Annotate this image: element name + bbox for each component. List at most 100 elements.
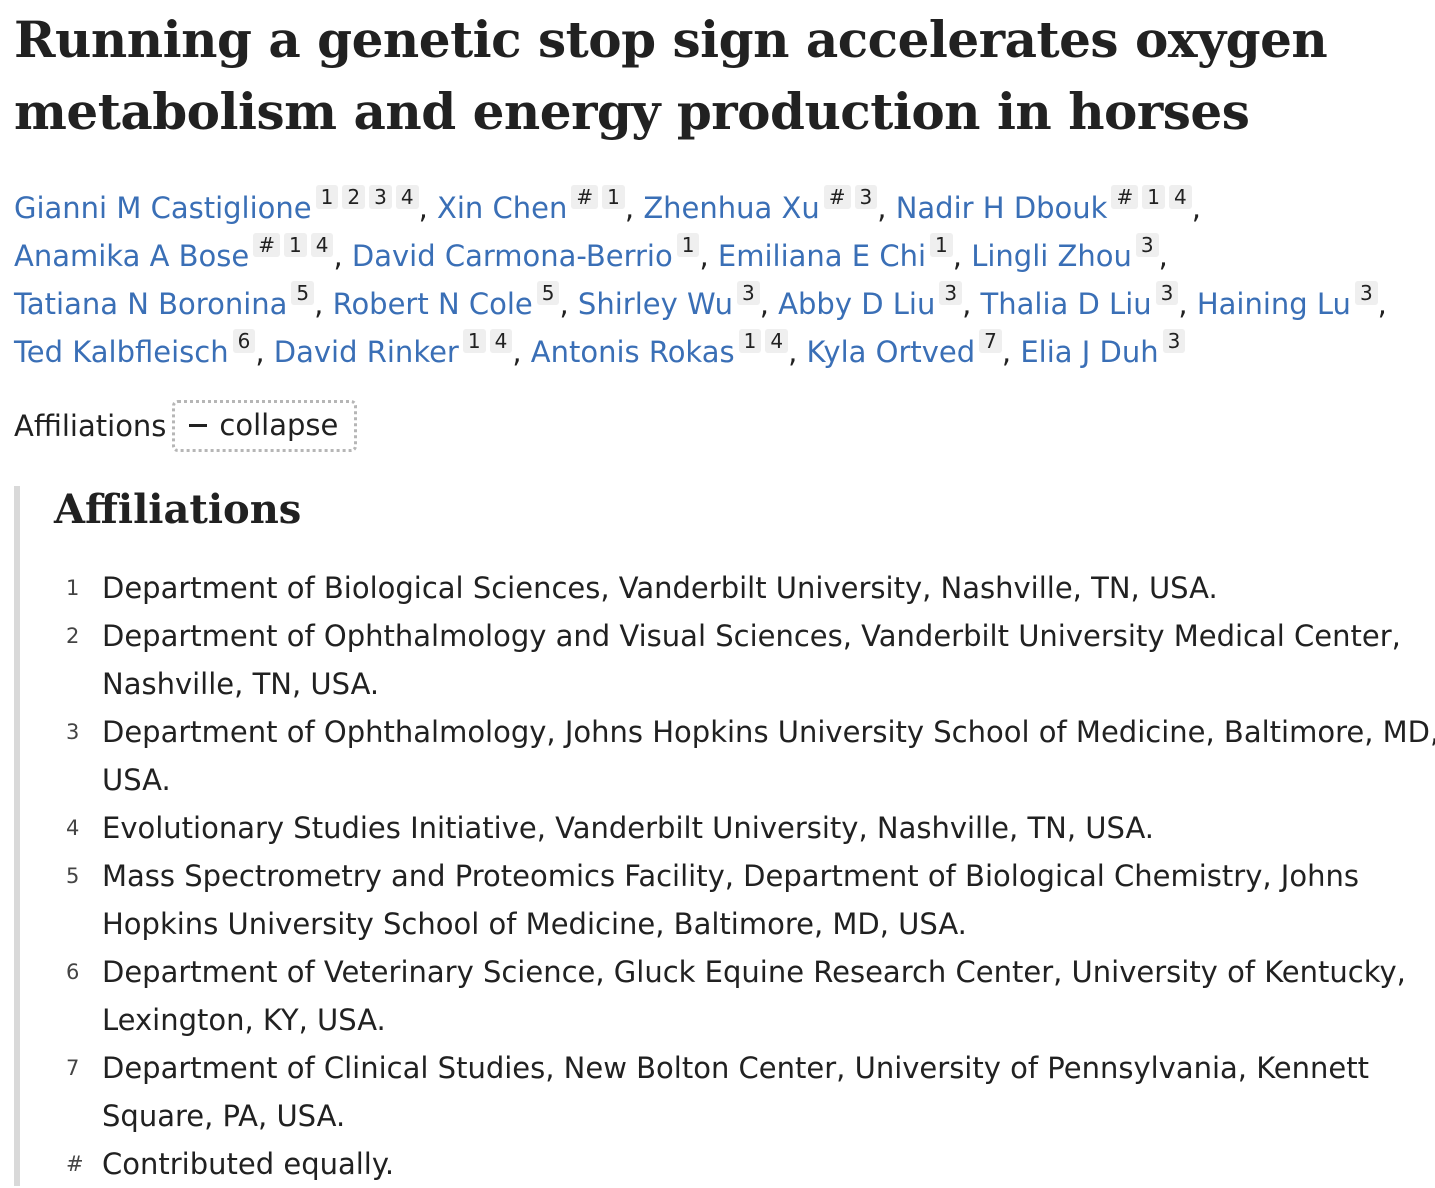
author-separator: , bbox=[1158, 239, 1168, 273]
author-separator: , bbox=[952, 239, 962, 273]
author-name-link[interactable]: Haining Lu bbox=[1196, 287, 1351, 321]
affiliation-ref[interactable]: 4 bbox=[1168, 185, 1192, 210]
author-name-link[interactable]: Nadir H Dbouk bbox=[895, 191, 1108, 225]
affiliation-item: # Contributed equally. bbox=[54, 1140, 1435, 1188]
author-name-link[interactable]: Xin Chen bbox=[437, 191, 568, 225]
affiliation-ref[interactable]: 5 bbox=[291, 281, 315, 306]
author-name-link[interactable]: Thalia D Liu bbox=[980, 287, 1152, 321]
equal-contribution-marker[interactable]: # bbox=[253, 233, 280, 258]
affiliations-heading: Affiliations bbox=[54, 486, 302, 533]
author-entry: Haining Lu 3, bbox=[1196, 281, 1387, 321]
affiliation-ref[interactable]: 1 bbox=[462, 329, 486, 354]
affiliation-ref[interactable]: 1 bbox=[676, 233, 700, 258]
author-name-link[interactable]: Emiliana E Chi bbox=[717, 239, 927, 273]
author-name-link[interactable]: Abby D Liu bbox=[778, 287, 936, 321]
collapse-button-label: collapse bbox=[219, 408, 339, 442]
author-name-link[interactable]: Shirley Wu bbox=[577, 287, 733, 321]
affiliation-ref[interactable]: 1 bbox=[315, 185, 339, 210]
author-name-link[interactable]: Antonis Rokas bbox=[530, 335, 735, 369]
author-entry: David Rinker 1 4, bbox=[273, 329, 522, 369]
affiliation-ref[interactable]: 3 bbox=[1354, 281, 1378, 306]
author-name-link[interactable]: Gianni M Castiglione bbox=[14, 191, 312, 225]
affiliation-ref[interactable]: 1 bbox=[283, 233, 307, 258]
affiliation-ref[interactable]: 6 bbox=[232, 329, 256, 354]
affiliation-ref[interactable]: 3 bbox=[737, 281, 760, 306]
author-name-link[interactable]: Ted Kalbfleisch bbox=[14, 335, 229, 369]
author-entry: Kyla Ortved 7, bbox=[806, 329, 1011, 369]
author-entry: Robert N Cole 5, bbox=[332, 281, 569, 321]
author-separator: , bbox=[699, 239, 709, 273]
author-name-link[interactable]: Kyla Ortved bbox=[806, 335, 976, 369]
affiliation-item: 6 Department of Veterinary Science, Gluck… bbox=[54, 948, 1435, 1044]
affiliation-ref[interactable]: 4 bbox=[310, 233, 334, 258]
affiliation-ref[interactable]: 1 bbox=[1142, 185, 1165, 210]
author-name-link[interactable]: David Carmona-Berrio bbox=[351, 239, 673, 273]
author-separator: , bbox=[1377, 287, 1387, 321]
equal-contribution-marker[interactable]: # bbox=[823, 185, 851, 210]
author-entry: Gianni M Castiglione 1 2 3 4, bbox=[14, 185, 428, 225]
author-separator: , bbox=[788, 335, 798, 369]
author-name-link[interactable]: Elia J Duh bbox=[1020, 335, 1159, 369]
author-entry: Anamika A Bose #1 4, bbox=[14, 233, 343, 273]
affiliation-ref[interactable]: 3 bbox=[1155, 281, 1179, 306]
affiliation-ref[interactable]: 3 bbox=[939, 281, 963, 306]
author-separator: , bbox=[559, 287, 569, 321]
author-separator: , bbox=[962, 287, 972, 321]
affiliation-text: Department of Biological Sciences, Vande… bbox=[102, 571, 1218, 605]
author-name-link[interactable]: Robert N Cole bbox=[332, 287, 533, 321]
author-name-link[interactable]: Tatiana N Boronina bbox=[14, 287, 288, 321]
affiliation-item: 5 Mass Spectrometry and Proteomics Facili… bbox=[54, 852, 1435, 948]
affiliation-ref[interactable]: 5 bbox=[536, 281, 560, 306]
author-list: Gianni M Castiglione 1 2 3 4, Xin Chen #1, Zh… bbox=[14, 184, 1414, 376]
affiliation-number: 5 bbox=[66, 864, 80, 888]
affiliation-ref[interactable]: 1 bbox=[738, 329, 762, 354]
affiliation-text: Department of Ophthalmology and Visual S… bbox=[102, 619, 1401, 701]
equal-contribution-marker[interactable]: # bbox=[571, 185, 599, 210]
author-entry: Tatiana N Boronina 5, bbox=[14, 281, 323, 321]
affiliation-number: 7 bbox=[66, 1056, 80, 1080]
affiliation-ref[interactable]: 4 bbox=[395, 185, 419, 210]
author-entry: Abby D Liu 3, bbox=[778, 281, 972, 321]
author-name-link[interactable]: Anamika A Bose bbox=[14, 239, 250, 273]
affiliation-ref[interactable]: 3 bbox=[369, 185, 392, 210]
affiliation-ref[interactable]: 7 bbox=[979, 329, 1002, 354]
equal-contribution-marker[interactable]: # bbox=[1111, 185, 1139, 210]
article-title: Running a genetic stop sign accelerates … bbox=[14, 10, 1328, 141]
author-name-link[interactable]: Lingli Zhou bbox=[971, 239, 1132, 273]
affiliation-text: Department of Clinical Studies, New Bolt… bbox=[102, 1051, 1369, 1133]
affiliation-ref[interactable]: 4 bbox=[765, 329, 789, 354]
affiliations-toggle-row: Affiliations collapse bbox=[14, 398, 1435, 454]
affiliation-ref[interactable]: 3 bbox=[1135, 233, 1159, 258]
affiliation-text: Evolutionary Studies Initiative, Vanderb… bbox=[102, 811, 1155, 845]
affiliation-number: # bbox=[66, 1152, 84, 1176]
affiliation-text: Department of Ophthalmology, Johns Hopki… bbox=[102, 715, 1435, 797]
affiliation-ref[interactable]: 3 bbox=[1162, 329, 1186, 354]
affiliation-number: 2 bbox=[66, 624, 80, 648]
affiliation-number: 3 bbox=[66, 720, 80, 744]
affiliation-item: 4 Evolutionary Studies Initiative, Vander… bbox=[54, 804, 1435, 852]
affiliation-number: 6 bbox=[66, 960, 80, 984]
author-name-link[interactable]: David Rinker bbox=[273, 335, 459, 369]
author-entry: Elia J Duh 3 bbox=[1020, 329, 1186, 369]
affiliation-ref[interactable]: 3 bbox=[854, 185, 878, 210]
collapse-affiliations-button[interactable]: collapse bbox=[172, 400, 358, 452]
affiliation-item: 7 Department of Clinical Studies, New Bol… bbox=[54, 1044, 1435, 1140]
author-entry: Zhenhua Xu #3, bbox=[643, 185, 887, 225]
author-entry: Antonis Rokas 1 4, bbox=[530, 329, 798, 369]
author-name-link[interactable]: Zhenhua Xu bbox=[643, 191, 820, 225]
author-separator: , bbox=[624, 191, 635, 225]
affiliation-item: 2 Department of Ophthalmology and Visual … bbox=[54, 612, 1435, 708]
article-header: Running a genetic stop sign accelerates … bbox=[14, 0, 1435, 454]
author-separator: , bbox=[418, 191, 428, 225]
author-entry: Shirley Wu 3, bbox=[577, 281, 769, 321]
affiliation-ref[interactable]: 4 bbox=[489, 329, 513, 354]
author-separator: , bbox=[255, 335, 265, 369]
affiliation-ref[interactable]: 1 bbox=[602, 185, 625, 210]
affiliation-text: Contributed equally. bbox=[102, 1147, 395, 1181]
affiliations-panel: Affiliations 1 Department of Biological S… bbox=[14, 486, 1435, 1186]
affiliation-ref[interactable]: 2 bbox=[342, 185, 366, 210]
author-entry: David Carmona-Berrio 1, bbox=[351, 233, 709, 273]
affiliation-ref[interactable]: 1 bbox=[930, 233, 953, 258]
author-entry: Xin Chen #1, bbox=[437, 185, 635, 225]
author-separator: , bbox=[877, 191, 887, 225]
